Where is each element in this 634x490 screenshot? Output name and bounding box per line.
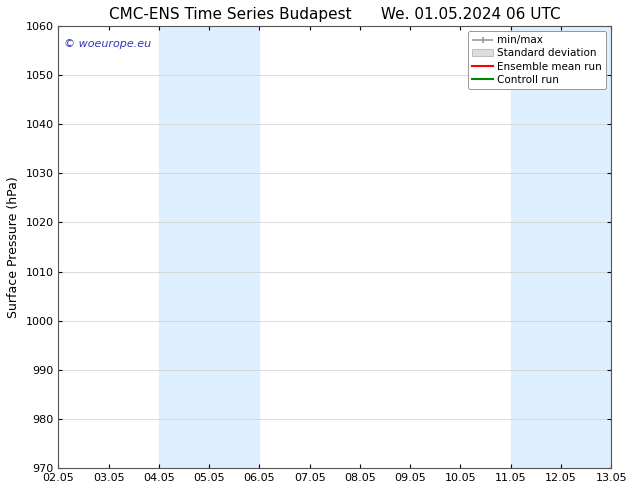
Bar: [159, 26, 259, 468]
Bar: [511, 26, 611, 468]
Text: © woeurope.eu: © woeurope.eu: [64, 39, 151, 49]
Y-axis label: Surface Pressure (hPa): Surface Pressure (hPa): [7, 176, 20, 318]
Legend: min/max, Standard deviation, Ensemble mean run, Controll run: min/max, Standard deviation, Ensemble me…: [468, 31, 606, 89]
Title: CMC-ENS Time Series Budapest      We. 01.05.2024 06 UTC: CMC-ENS Time Series Budapest We. 01.05.2…: [109, 7, 560, 22]
